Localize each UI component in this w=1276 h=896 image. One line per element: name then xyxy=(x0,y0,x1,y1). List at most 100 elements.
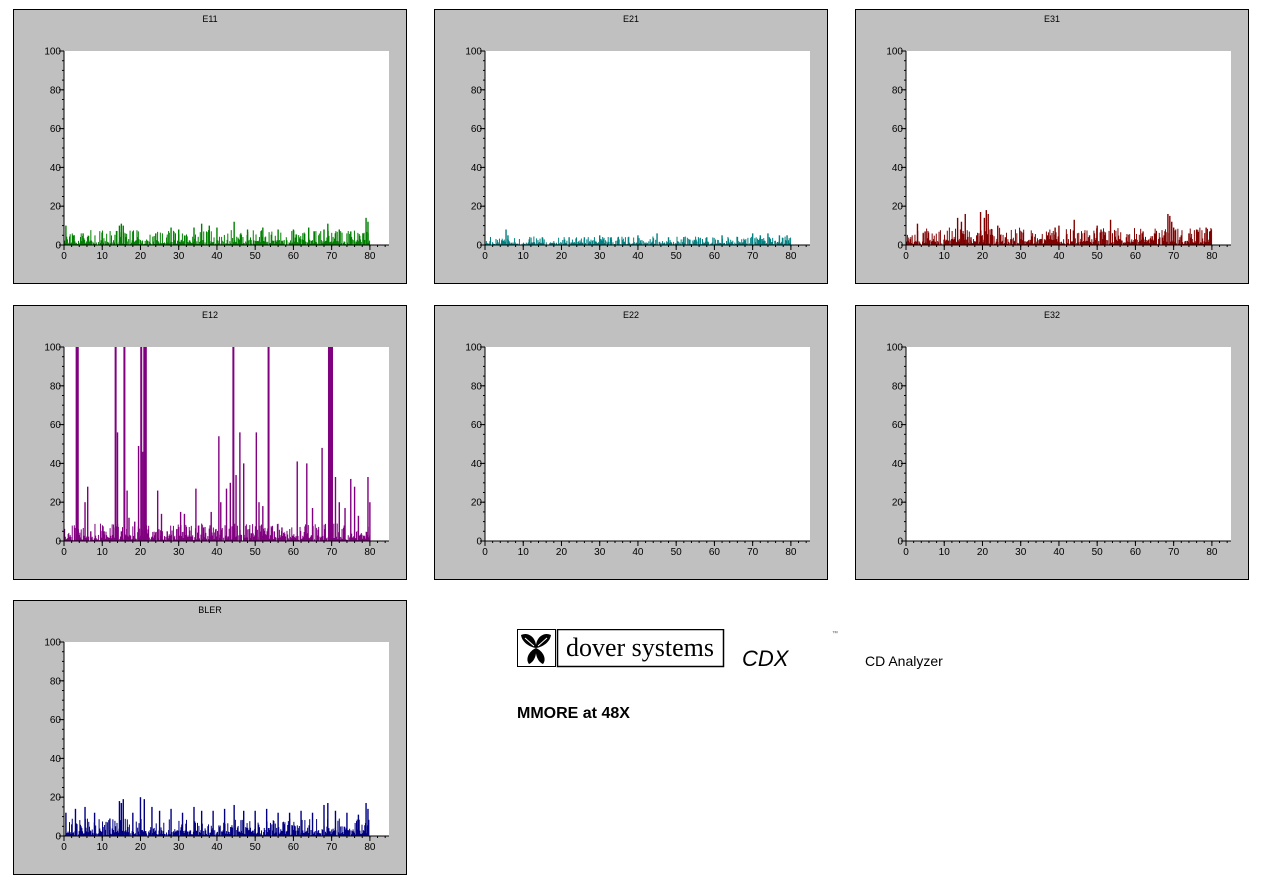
chart-panel-e31: E31 0 20 40 60 80 100 0 10 20 30 40 50 60 70 80 xyxy=(855,9,1249,284)
trademark-symbol: ™ xyxy=(832,631,838,637)
y-tick-label: 0 xyxy=(55,537,61,548)
data-series xyxy=(63,217,371,245)
chart-plot: 0 20 40 60 80 100 0 10 20 30 40 50 60 70 80 xyxy=(465,343,810,558)
x-tick-label: 80 xyxy=(785,547,797,558)
x-tick-label: 70 xyxy=(1168,251,1180,262)
chart-plot: 0 20 40 60 80 100 0 10 20 30 40 50 60 70 80 xyxy=(886,343,1231,558)
x-tick-label: 80 xyxy=(1206,251,1218,262)
x-tick-label: 30 xyxy=(1015,547,1027,558)
x-tick-label: 20 xyxy=(135,251,147,262)
y-tick-label: 40 xyxy=(50,754,62,765)
x-tick-label: 40 xyxy=(211,547,223,558)
plot-area xyxy=(485,347,810,541)
y-tick-label: 40 xyxy=(892,163,904,174)
chart-panel-e12: E12 0 20 40 60 80 100 0 10 20 30 40 50 60 70 80 xyxy=(13,305,407,580)
y-tick-label: 80 xyxy=(471,381,483,392)
y-tick-label: 60 xyxy=(50,124,62,135)
chart-plot: 0 20 40 60 80 100 0 10 20 30 40 50 60 70 80 xyxy=(44,638,389,853)
chart-title: BLER xyxy=(198,605,222,615)
x-tick-label: 80 xyxy=(785,251,797,262)
y-tick-label: 80 xyxy=(892,381,904,392)
x-tick-label: 60 xyxy=(288,547,300,558)
x-tick-label: 80 xyxy=(364,251,376,262)
y-tick-label: 20 xyxy=(892,498,904,509)
y-tick-label: 0 xyxy=(476,241,482,252)
product-description: CD Analyzer xyxy=(865,653,943,669)
chart-title: E12 xyxy=(201,310,218,320)
plot-area xyxy=(906,51,1231,245)
y-tick-label: 40 xyxy=(471,459,483,470)
y-tick-label: 0 xyxy=(55,832,61,843)
chart-plot: 0 20 40 60 80 100 0 10 20 30 40 50 60 70 80 xyxy=(44,47,389,262)
x-tick-label: 80 xyxy=(364,842,376,853)
x-tick-label: 0 xyxy=(482,251,488,262)
chart-title: E32 xyxy=(1043,310,1060,320)
x-tick-label: 20 xyxy=(977,547,989,558)
x-tick-label: 70 xyxy=(326,251,338,262)
x-tick-label: 40 xyxy=(632,547,644,558)
y-tick-label: 80 xyxy=(50,85,62,96)
chart-panel-e32: E32 0 20 40 60 80 100 0 10 20 30 40 50 60 70 80 xyxy=(855,305,1249,580)
y-tick-label: 40 xyxy=(471,163,483,174)
y-tick-label: 60 xyxy=(892,420,904,431)
test-subtitle: MMORE at 48X xyxy=(517,705,630,722)
y-tick-label: 80 xyxy=(50,381,62,392)
x-tick-label: 30 xyxy=(173,842,185,853)
x-tick-label: 0 xyxy=(61,251,67,262)
y-tick-label: 100 xyxy=(886,47,903,58)
chart-title: E31 xyxy=(1043,14,1060,24)
y-tick-label: 100 xyxy=(44,638,61,649)
x-tick-label: 20 xyxy=(135,547,147,558)
x-tick-label: 0 xyxy=(903,251,909,262)
y-tick-label: 0 xyxy=(476,537,482,548)
x-tick-label: 30 xyxy=(1015,251,1027,262)
y-tick-label: 100 xyxy=(886,343,903,354)
x-tick-label: 30 xyxy=(173,547,185,558)
chart-title: E21 xyxy=(622,14,639,24)
y-tick-label: 0 xyxy=(897,241,903,252)
butterfly-icon xyxy=(521,633,551,664)
x-tick-label: 60 xyxy=(288,251,300,262)
y-tick-label: 80 xyxy=(471,85,483,96)
x-tick-label: 60 xyxy=(1130,547,1142,558)
x-tick-label: 50 xyxy=(1092,547,1104,558)
y-tick-label: 20 xyxy=(50,202,62,213)
x-tick-label: 50 xyxy=(250,547,262,558)
x-tick-label: 80 xyxy=(1206,547,1218,558)
x-tick-label: 10 xyxy=(97,547,109,558)
y-tick-label: 100 xyxy=(465,47,482,58)
x-tick-label: 40 xyxy=(1053,251,1065,262)
y-tick-label: 20 xyxy=(471,498,483,509)
x-tick-label: 20 xyxy=(556,251,568,262)
y-tick-label: 100 xyxy=(465,343,482,354)
y-tick-label: 60 xyxy=(471,420,483,431)
plot-area xyxy=(64,51,389,245)
x-tick-label: 30 xyxy=(173,251,185,262)
x-tick-label: 50 xyxy=(250,842,262,853)
y-tick-label: 100 xyxy=(44,47,61,58)
x-tick-label: 70 xyxy=(1168,547,1180,558)
chart-panel-bler: BLER 0 20 40 60 80 100 0 10 20 30 40 50 60 70 80 xyxy=(13,600,407,875)
x-tick-label: 20 xyxy=(556,547,568,558)
x-tick-label: 30 xyxy=(594,547,606,558)
chart-panel-e11: E11 0 20 40 60 80 100 0 10 20 30 40 50 60 70 80 xyxy=(13,9,407,284)
logo-text: dover systems xyxy=(566,633,714,662)
chart-panel-e21: E21 0 20 40 60 80 100 0 10 20 30 40 50 60 70 80 xyxy=(434,9,828,284)
data-series xyxy=(63,797,370,836)
chart-plot: 0 20 40 60 80 100 0 10 20 30 40 50 60 70 80 xyxy=(886,47,1231,262)
data-series xyxy=(484,229,792,245)
y-tick-label: 40 xyxy=(892,459,904,470)
y-tick-label: 60 xyxy=(892,124,904,135)
x-tick-label: 70 xyxy=(326,547,338,558)
y-tick-label: 20 xyxy=(50,498,62,509)
x-tick-label: 50 xyxy=(250,251,262,262)
plot-area xyxy=(485,51,810,245)
y-tick-label: 20 xyxy=(50,793,62,804)
plot-area xyxy=(906,347,1231,541)
x-tick-label: 50 xyxy=(671,547,683,558)
x-tick-label: 40 xyxy=(1053,547,1065,558)
x-tick-label: 40 xyxy=(211,251,223,262)
data-series xyxy=(63,347,371,541)
x-tick-label: 70 xyxy=(747,547,759,558)
x-tick-label: 10 xyxy=(97,842,109,853)
